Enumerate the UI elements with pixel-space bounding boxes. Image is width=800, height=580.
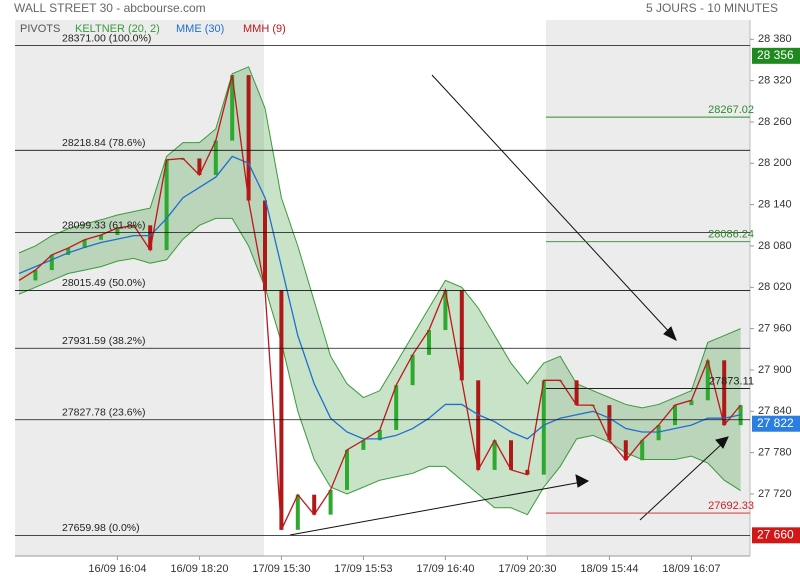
candle bbox=[443, 290, 448, 331]
x-tick-label: 17/09 16:40 bbox=[416, 563, 474, 575]
candle bbox=[230, 75, 235, 141]
y-tick-label: 28 080 bbox=[758, 240, 792, 252]
x-tick-label: 16/09 18:20 bbox=[170, 563, 228, 575]
candle bbox=[705, 360, 710, 401]
candle bbox=[361, 440, 366, 450]
y-tick-label: 27 720 bbox=[758, 488, 792, 500]
candle bbox=[328, 489, 333, 515]
candle bbox=[492, 440, 497, 470]
y-tick-label: 28 380 bbox=[758, 33, 792, 45]
candle bbox=[33, 270, 38, 281]
pivot-label: 27659.98 (0.0%) bbox=[62, 522, 140, 534]
candle bbox=[66, 248, 71, 255]
candle bbox=[476, 380, 481, 470]
pivot-label: 28371.00 (100.0%) bbox=[62, 32, 151, 44]
price-tag bbox=[752, 47, 800, 64]
candle bbox=[459, 290, 464, 381]
pivot-label: 27931.59 (38.2%) bbox=[62, 335, 145, 347]
price-tag-label: 27 660 bbox=[757, 528, 794, 542]
legend: KELTNER (20, 2) MME (30) MMH (9) bbox=[75, 23, 286, 35]
candle bbox=[197, 158, 202, 176]
session-shade bbox=[15, 20, 264, 556]
candle bbox=[148, 225, 153, 251]
candle bbox=[607, 405, 612, 441]
candle bbox=[295, 494, 300, 530]
level-label: 28086.24 bbox=[708, 229, 754, 241]
y-tick-label: 28 320 bbox=[758, 75, 792, 87]
pivot-label: 28218.84 (78.6%) bbox=[62, 137, 145, 149]
pivot-label: 28015.49 (50.0%) bbox=[62, 277, 145, 289]
x-tick-label: 17/09 20:30 bbox=[498, 563, 556, 575]
candle bbox=[427, 330, 431, 355]
series-line bbox=[18, 155, 741, 440]
legend-entry: MMH (9) bbox=[243, 23, 286, 35]
candle bbox=[164, 159, 169, 251]
y-tick-label: 28 260 bbox=[758, 116, 792, 128]
level-label: 27692.33 bbox=[708, 500, 754, 512]
y-tick-label: 27 960 bbox=[758, 323, 792, 335]
pivot-label: 27827.78 (23.6%) bbox=[62, 407, 145, 419]
candle bbox=[623, 440, 628, 461]
candle bbox=[689, 400, 694, 406]
session-shade bbox=[546, 20, 750, 556]
candle bbox=[263, 200, 267, 291]
keltner-upper bbox=[18, 66, 741, 409]
candle bbox=[312, 494, 317, 515]
candle bbox=[377, 429, 382, 441]
candle bbox=[131, 225, 136, 229]
x-tick-label: 17/09 15:53 bbox=[334, 563, 392, 575]
x-tick-label: 18/09 16:07 bbox=[662, 563, 720, 575]
y-tick-label: 28 020 bbox=[758, 281, 792, 293]
candle bbox=[213, 140, 218, 176]
candle bbox=[394, 385, 399, 430]
candle bbox=[82, 239, 87, 249]
candle bbox=[640, 440, 645, 461]
price-tag bbox=[752, 415, 800, 432]
candle bbox=[115, 228, 120, 235]
y-tick-label: 28 140 bbox=[758, 199, 792, 211]
title: WALL STREET 30 - abcbourse.com bbox=[14, 1, 206, 15]
annotations bbox=[289, 74, 729, 536]
level-label: 28267.02 bbox=[708, 104, 754, 116]
price-tag-label: 27 822 bbox=[757, 416, 794, 430]
keltner-lower bbox=[18, 217, 741, 516]
legend-entry: MME (30) bbox=[176, 23, 224, 35]
marks bbox=[18, 74, 743, 531]
y-tick-label: 27 780 bbox=[758, 447, 792, 459]
y-tick-label: 27 840 bbox=[758, 405, 792, 417]
candle bbox=[574, 380, 579, 406]
x-tick-label: 16/09 16:04 bbox=[88, 563, 146, 575]
series-line bbox=[18, 74, 742, 531]
candle bbox=[49, 254, 54, 271]
pivot-label: 28099.33 (61.8%) bbox=[62, 219, 145, 231]
keltner bbox=[18, 66, 741, 516]
period: 5 JOURS - 10 MINUTES bbox=[646, 1, 778, 15]
candle bbox=[541, 380, 546, 475]
candle bbox=[722, 360, 727, 426]
candle bbox=[99, 234, 103, 240]
candle bbox=[345, 449, 349, 490]
y-tick-label: 28 200 bbox=[758, 157, 792, 169]
candle bbox=[673, 405, 677, 426]
candle bbox=[656, 425, 661, 441]
candle bbox=[410, 354, 415, 386]
y-tick-label: 27 900 bbox=[758, 364, 792, 376]
price-tag-label: 28 356 bbox=[757, 48, 794, 62]
x-tick-label: 17/09 15:30 bbox=[252, 563, 310, 575]
level-label: 27873.11 bbox=[709, 375, 754, 387]
keltner-area bbox=[19, 66, 741, 515]
legend-entry: KELTNER (20, 2) bbox=[75, 23, 160, 35]
legend-pivots: PIVOTS bbox=[20, 23, 60, 35]
price-tag bbox=[752, 527, 800, 544]
candle bbox=[279, 290, 284, 530]
candle bbox=[509, 440, 513, 470]
candle bbox=[246, 75, 251, 201]
x-tick-label: 18/09 15:44 bbox=[580, 563, 638, 575]
